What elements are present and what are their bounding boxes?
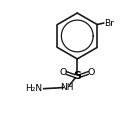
- Text: Br: Br: [104, 19, 114, 28]
- Text: O: O: [88, 68, 95, 77]
- Text: NH: NH: [60, 83, 73, 92]
- Text: S: S: [73, 71, 81, 81]
- Text: H₂N: H₂N: [25, 84, 42, 93]
- Text: O: O: [60, 68, 67, 77]
